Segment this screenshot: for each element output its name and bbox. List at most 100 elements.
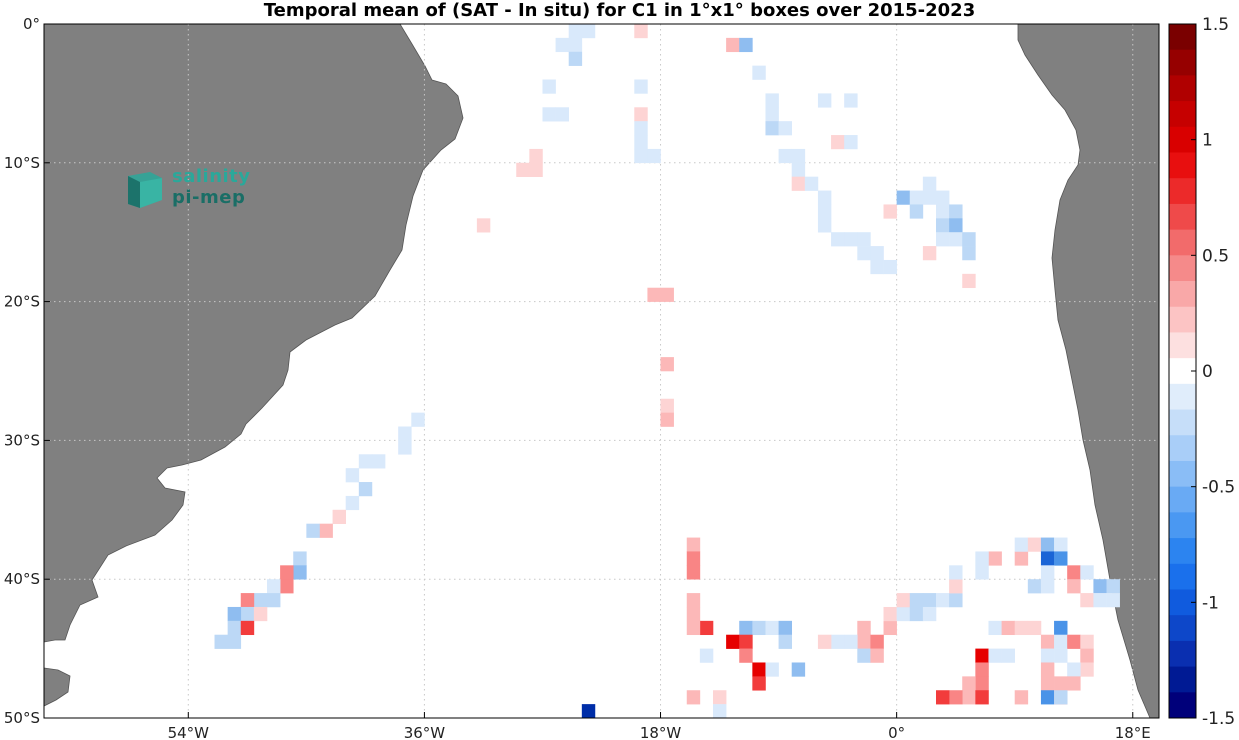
data-cell xyxy=(1067,676,1081,691)
data-cell xyxy=(529,148,543,164)
data-cell xyxy=(1001,648,1016,663)
data-cell xyxy=(936,218,950,233)
data-cell xyxy=(962,273,976,289)
data-cell xyxy=(1027,579,1042,594)
data-cell xyxy=(555,37,570,53)
data-cell xyxy=(1054,634,1068,649)
lat-tick-label: 0° xyxy=(23,15,40,33)
data-cell xyxy=(1080,634,1094,649)
data-cell xyxy=(686,565,701,580)
data-cell xyxy=(1040,648,1055,663)
colorbar-segment xyxy=(1169,152,1196,179)
data-cell xyxy=(936,232,950,247)
data-cell xyxy=(844,634,858,649)
data-cell xyxy=(280,579,294,594)
data-cell xyxy=(831,232,845,247)
pimep-logo-icon xyxy=(128,172,162,208)
data-cell xyxy=(1040,662,1055,677)
data-cell xyxy=(476,218,491,233)
data-cell xyxy=(542,79,556,94)
data-cell xyxy=(1106,593,1120,608)
colorbar-segment xyxy=(1169,255,1196,282)
data-cell xyxy=(227,620,242,636)
data-cell xyxy=(358,454,373,469)
data-cell xyxy=(857,634,871,649)
colorbar-segment xyxy=(1169,563,1196,590)
data-cell xyxy=(1054,551,1068,566)
colorbar-segment xyxy=(1169,203,1196,231)
data-cell xyxy=(962,246,976,261)
data-cell xyxy=(962,232,976,247)
data-cell xyxy=(896,190,911,205)
data-cell xyxy=(240,593,255,608)
colorbar-tick-label: 1 xyxy=(1202,131,1213,151)
colorbar-segment xyxy=(1169,512,1196,539)
data-cell xyxy=(1027,537,1042,552)
data-cell xyxy=(791,162,806,177)
data-cell xyxy=(634,107,648,122)
colorbar-tick-label: -1.5 xyxy=(1202,709,1235,729)
data-cell xyxy=(817,190,832,205)
data-cell xyxy=(1067,662,1081,677)
data-cell xyxy=(752,65,766,80)
data-cell xyxy=(660,412,674,427)
data-cell xyxy=(962,676,976,691)
data-cell xyxy=(398,440,412,455)
colorbar-tick-label: 0 xyxy=(1202,362,1213,382)
data-cell xyxy=(949,204,963,219)
data-cell xyxy=(975,648,989,663)
data-cell xyxy=(909,593,924,608)
data-cell xyxy=(634,121,648,136)
data-cell xyxy=(988,551,1002,566)
data-cell xyxy=(1093,593,1107,608)
data-cell xyxy=(1054,676,1068,691)
colorbar-segment xyxy=(1169,640,1196,667)
data-cell xyxy=(817,218,832,233)
data-cell xyxy=(857,232,871,247)
data-cell xyxy=(857,620,871,636)
data-cell xyxy=(949,690,963,705)
data-cell xyxy=(922,246,937,261)
data-cell xyxy=(909,204,924,219)
data-cell xyxy=(922,176,937,191)
data-cell xyxy=(358,482,373,497)
colorbar-tick-label: 0.5 xyxy=(1202,246,1229,266)
plot-frame xyxy=(43,23,1160,719)
data-cell xyxy=(227,606,242,622)
colorbar-segment xyxy=(1169,101,1196,128)
data-cell xyxy=(1040,690,1055,705)
salinity-pimep-logo: salinity pi-mep xyxy=(124,166,254,214)
data-cell xyxy=(896,593,911,608)
colorbar-segment xyxy=(1169,692,1196,719)
data-cell xyxy=(752,662,766,677)
data-cell xyxy=(1040,579,1055,594)
data-cell xyxy=(634,24,648,39)
data-cell xyxy=(844,232,858,247)
data-cell xyxy=(411,412,425,427)
data-cell xyxy=(293,565,307,580)
data-cell xyxy=(1040,634,1055,649)
data-cell xyxy=(739,648,753,663)
data-cell xyxy=(765,107,779,122)
data-cell xyxy=(726,634,740,649)
data-cell xyxy=(1027,620,1042,636)
data-cell xyxy=(280,565,294,580)
lat-tick-label: 10°S xyxy=(4,154,40,172)
data-cell xyxy=(896,606,911,622)
data-cell xyxy=(988,620,1002,636)
lon-tick-label: 36°W xyxy=(404,724,446,740)
colorbar-segment xyxy=(1169,538,1196,565)
data-cell xyxy=(253,593,268,608)
lon-tick-label: 54°W xyxy=(168,724,210,740)
data-cell xyxy=(1080,662,1094,677)
colorbar-segment xyxy=(1169,486,1196,513)
data-cell xyxy=(883,204,897,219)
data-cell xyxy=(1067,565,1081,580)
data-cell xyxy=(922,190,937,205)
colorbar-tick-label: -0.5 xyxy=(1202,478,1235,498)
data-cell xyxy=(765,93,779,108)
data-cell xyxy=(936,690,950,705)
data-cell xyxy=(345,495,360,511)
data-cell xyxy=(686,690,701,705)
